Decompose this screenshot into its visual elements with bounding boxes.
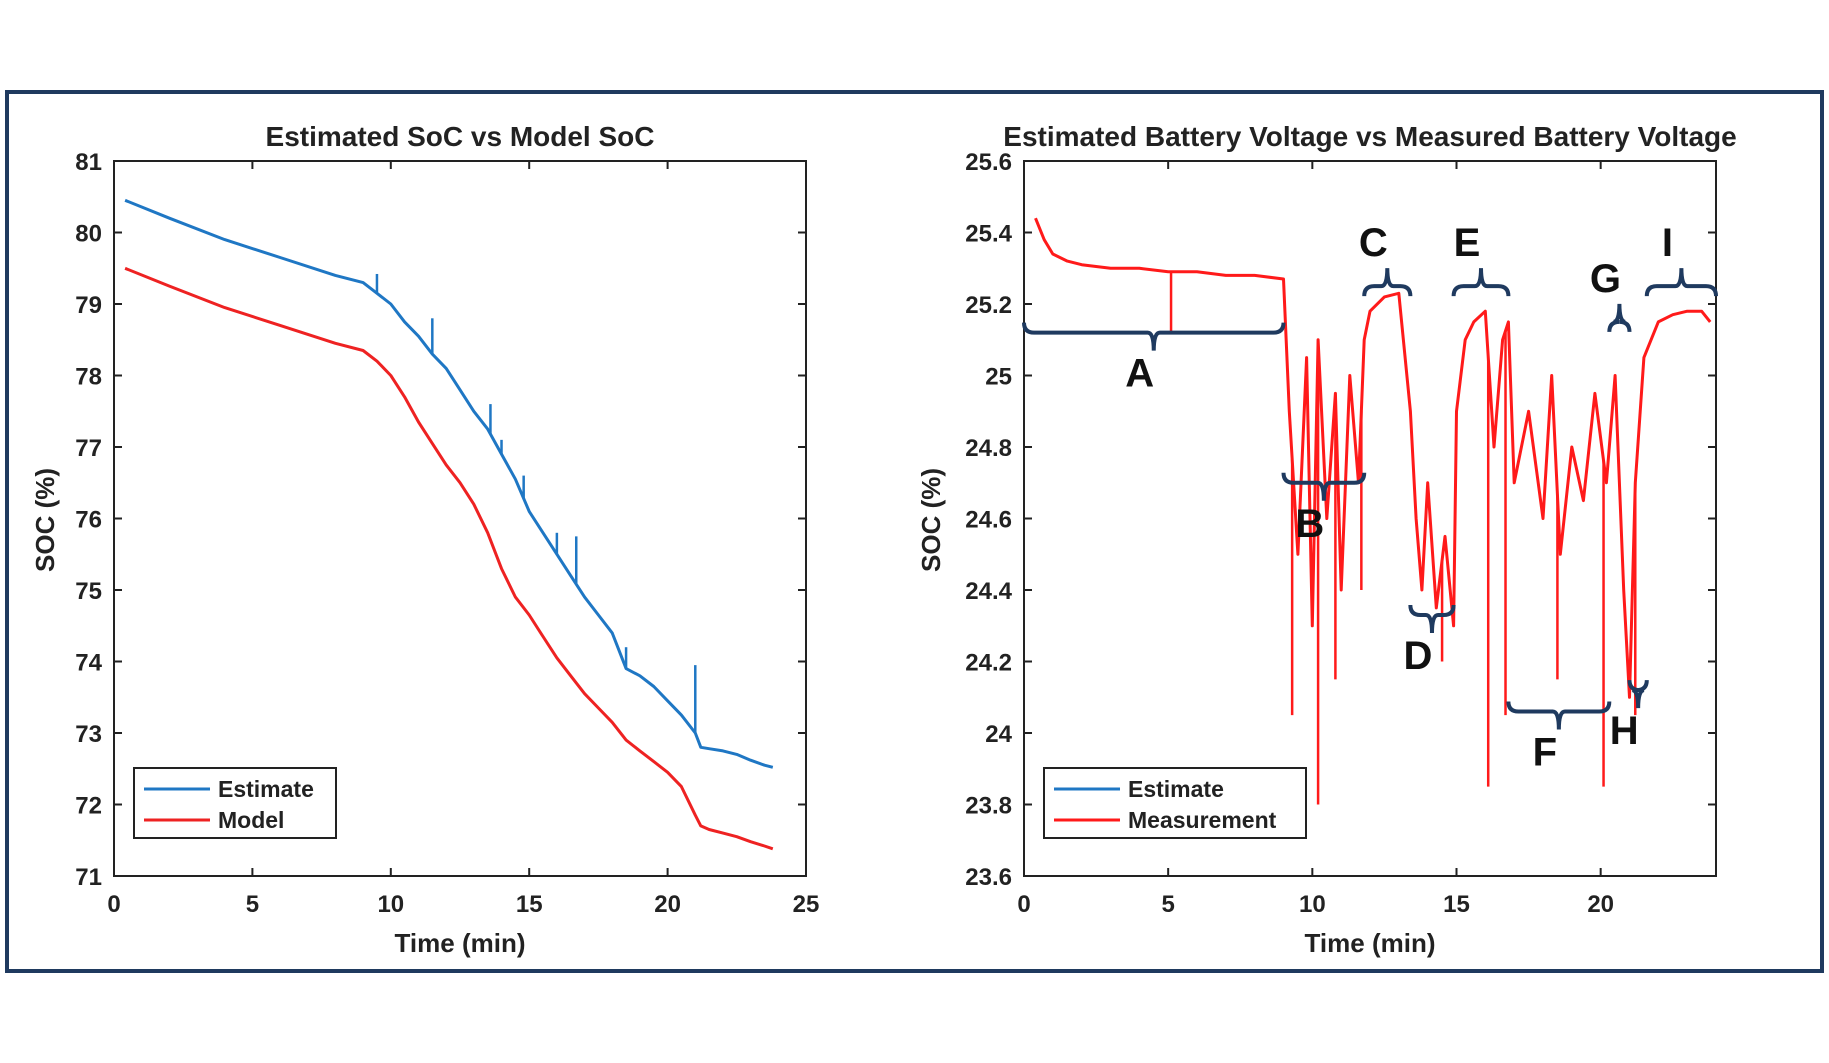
x-tick-label: 5 — [1161, 891, 1174, 918]
legend-label-measurement: Measurement — [1128, 807, 1277, 833]
legend: Estimate Model — [133, 767, 337, 839]
legend-label-model: Model — [218, 807, 284, 833]
x-tick-label: 5 — [246, 891, 259, 918]
annotation-brace-g — [1607, 303, 1632, 332]
series-line-estimate — [124, 198, 774, 769]
y-tick-label: 79 — [75, 292, 102, 319]
y-tick-label: 74 — [75, 650, 102, 677]
legend-box — [1043, 767, 1307, 839]
annotation-brace-b — [1281, 472, 1367, 501]
y-tick-label: 25.2 — [965, 292, 1012, 319]
annotation-brace-h — [1627, 679, 1649, 709]
left-chart-x-label: Time (min) — [395, 928, 526, 958]
right-chart-title: Estimated Battery Voltage vs Measured Ba… — [1003, 121, 1736, 152]
y-tick-label: 23.6 — [965, 864, 1012, 891]
annotation-brace-f — [1506, 701, 1612, 730]
annotation-brace-c — [1362, 268, 1413, 297]
annotation-brace-d — [1408, 604, 1456, 634]
y-tick-label: 72 — [75, 793, 102, 820]
series-line-measurement — [1034, 217, 1712, 699]
legend-label-estimate: Estimate — [218, 776, 314, 802]
y-tick-label: 71 — [75, 864, 102, 891]
y-tick-label: 25.6 — [965, 149, 1012, 176]
y-tick-label: 25.4 — [965, 221, 1012, 248]
chart-1-plot: 0 5 10 15 20 23.6 23.8 24 24.2 24.4 24.6 24.8 25 25.2… — [965, 149, 1718, 918]
y-tick-label: 77 — [75, 435, 102, 462]
left-chart: Estimated SoC vs Model SoC Time (min) SO… — [30, 121, 654, 958]
right-chart-x-label: Time (min) — [1305, 928, 1436, 958]
y-tick-label: 24.6 — [965, 507, 1012, 534]
y-tick-label: 24.4 — [965, 578, 1012, 605]
right-chart: Estimated Battery Voltage vs Measured Ba… — [916, 121, 1737, 958]
x-tick-label: 0 — [107, 891, 120, 918]
annotation-label-f: F — [1533, 731, 1557, 775]
annotation-label-d: D — [1404, 634, 1433, 678]
left-chart-y-label: SOC (%) — [30, 468, 60, 572]
annotation-brace-e — [1451, 268, 1511, 297]
y-tick-label: 76 — [75, 507, 102, 534]
left-chart-title: Estimated SoC vs Model SoC — [266, 121, 655, 152]
x-tick-label: 25 — [793, 891, 820, 918]
y-tick-label: 75 — [75, 578, 102, 605]
y-tick-label: 25 — [985, 364, 1012, 391]
x-tick-label: 0 — [1017, 891, 1030, 918]
y-tick-label: 81 — [75, 149, 102, 176]
x-tick-label: 20 — [1587, 891, 1614, 918]
y-tick-label: 80 — [75, 221, 102, 248]
y-tick-label: 24.2 — [965, 650, 1012, 677]
y-tick-label: 73 — [75, 721, 102, 748]
y-tick-label: 24.8 — [965, 435, 1012, 462]
y-tick-label: 24 — [985, 721, 1012, 748]
x-tick-label: 15 — [516, 891, 543, 918]
x-tick-label: 15 — [1443, 891, 1470, 918]
annotation-label-e: E — [1454, 221, 1481, 265]
y-tick-label: 78 — [75, 364, 102, 391]
annotation-label-h: H — [1610, 709, 1639, 753]
x-tick-label: 20 — [654, 891, 681, 918]
series-line-model — [124, 266, 774, 851]
y-tick-label: 23.8 — [965, 793, 1012, 820]
annotation-brace-i — [1644, 268, 1718, 297]
annotation-label-a: A — [1125, 352, 1154, 396]
annotation-label-b: B — [1295, 502, 1324, 546]
annotation-label-c: C — [1359, 221, 1388, 265]
annotation-label-i: I — [1662, 221, 1673, 265]
x-tick-label: 10 — [377, 891, 404, 918]
legend-box — [133, 767, 337, 839]
legend: Estimate Measurement — [1043, 767, 1307, 839]
annotation-label-g: G — [1590, 257, 1621, 301]
chart-0-plot: 0 5 10 15 20 25 71 72 73 74 75 76 77 78 79 80 81 Estimate… — [75, 149, 819, 918]
legend-label-estimate: Estimate — [1128, 776, 1224, 802]
x-tick-label: 10 — [1299, 891, 1326, 918]
annotation-brace-a — [1022, 322, 1286, 351]
right-chart-y-label: SOC (%) — [916, 468, 946, 572]
